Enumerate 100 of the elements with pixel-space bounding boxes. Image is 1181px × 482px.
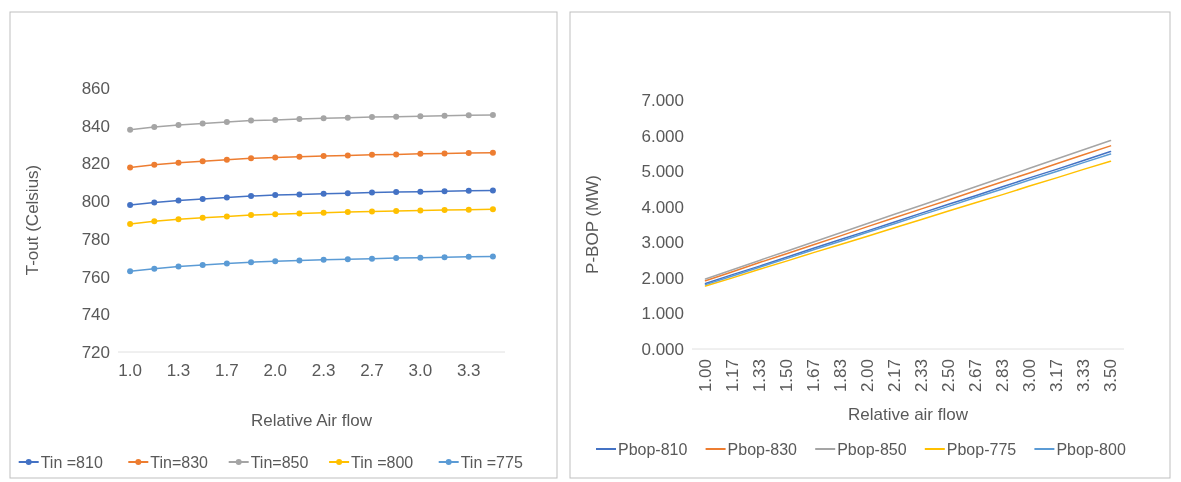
point bbox=[368, 114, 375, 121]
x-tick-label: 1.33 bbox=[750, 359, 770, 393]
point bbox=[175, 159, 182, 166]
point bbox=[320, 256, 327, 263]
legend-label: Pbop-810 bbox=[618, 441, 688, 458]
x-axis-title: Relative air flow bbox=[848, 405, 969, 424]
x-tick-label: 3.3 bbox=[456, 361, 481, 380]
point bbox=[199, 261, 206, 268]
point bbox=[248, 117, 255, 124]
point bbox=[127, 126, 134, 133]
x-tick-label: 2.50 bbox=[939, 359, 959, 393]
point bbox=[320, 153, 327, 160]
point bbox=[127, 220, 134, 227]
x-tick-label: 3.50 bbox=[1101, 359, 1121, 393]
point bbox=[199, 120, 206, 127]
point bbox=[489, 111, 496, 118]
x-tick-label: 2.67 bbox=[966, 359, 986, 393]
point bbox=[393, 189, 400, 196]
point bbox=[489, 253, 496, 260]
x-tick-label: 2.00 bbox=[858, 359, 878, 393]
y-tick-label: 4.000 bbox=[641, 197, 684, 217]
point bbox=[368, 151, 375, 158]
point bbox=[248, 155, 255, 162]
point bbox=[441, 207, 448, 214]
point bbox=[151, 124, 158, 131]
point bbox=[272, 192, 279, 199]
x-tick-label: 3.00 bbox=[1020, 359, 1040, 393]
point bbox=[175, 263, 182, 270]
point bbox=[223, 213, 230, 220]
point bbox=[127, 268, 134, 275]
point bbox=[417, 207, 424, 214]
point bbox=[272, 258, 279, 265]
point bbox=[441, 150, 448, 157]
point bbox=[296, 153, 303, 160]
x-tick-label: 2.7 bbox=[360, 361, 384, 380]
x-tick-label: 1.0 bbox=[118, 361, 142, 380]
y-axis-title: P-BOP (MW) bbox=[583, 175, 602, 274]
x-axis-title: Relative Air flow bbox=[251, 411, 373, 430]
point bbox=[199, 195, 206, 202]
point bbox=[368, 255, 375, 262]
point bbox=[151, 161, 158, 168]
y-axis-title: T-out (Celsius) bbox=[23, 164, 42, 276]
y-tick-label: 0.000 bbox=[641, 339, 684, 359]
legend-label: Pbop-800 bbox=[1056, 441, 1126, 458]
point bbox=[199, 158, 206, 165]
point bbox=[272, 154, 279, 161]
y-tick-label: 800 bbox=[81, 192, 110, 212]
point bbox=[127, 202, 134, 209]
point bbox=[175, 121, 182, 128]
point bbox=[417, 188, 424, 195]
y-tick-label: 860 bbox=[81, 78, 110, 98]
point bbox=[320, 209, 327, 216]
point bbox=[175, 197, 182, 204]
point bbox=[223, 194, 230, 201]
point bbox=[393, 151, 400, 158]
point bbox=[441, 188, 448, 195]
point bbox=[272, 211, 279, 218]
x-tick-label: 2.3 bbox=[311, 361, 336, 380]
point bbox=[344, 256, 351, 263]
x-tick-label: 3.0 bbox=[408, 361, 433, 380]
x-tick-label: 1.83 bbox=[831, 359, 851, 393]
point bbox=[272, 117, 279, 124]
point bbox=[175, 216, 182, 223]
point bbox=[248, 193, 255, 200]
point bbox=[393, 113, 400, 120]
point bbox=[368, 208, 375, 215]
point bbox=[465, 150, 472, 157]
point bbox=[248, 212, 255, 219]
point bbox=[417, 150, 424, 157]
x-tick-label: 1.7 bbox=[215, 361, 239, 380]
x-tick-label: 2.0 bbox=[263, 361, 288, 380]
legend-label: Pbop-775 bbox=[946, 441, 1017, 458]
legend-label: Pbop-850 bbox=[837, 441, 907, 458]
legend-label: Tin =800 bbox=[351, 454, 414, 471]
point bbox=[296, 210, 303, 217]
point bbox=[465, 206, 472, 213]
x-tick-label: 1.17 bbox=[723, 359, 743, 393]
point bbox=[441, 112, 448, 119]
legend-label: Tin=850 bbox=[250, 454, 309, 471]
x-tick-label: 3.17 bbox=[1047, 359, 1067, 393]
point bbox=[248, 259, 255, 266]
y-tick-label: 780 bbox=[81, 229, 110, 249]
x-tick-label: 2.83 bbox=[993, 359, 1013, 393]
point bbox=[344, 190, 351, 197]
point bbox=[393, 255, 400, 262]
y-tick-label: 740 bbox=[81, 305, 110, 325]
legend-label: Tin=830 bbox=[150, 454, 209, 471]
point bbox=[344, 114, 351, 121]
point bbox=[344, 152, 351, 159]
x-tick-label: 1.67 bbox=[804, 359, 824, 393]
point bbox=[199, 214, 206, 221]
point bbox=[151, 199, 158, 206]
x-tick-label: 2.17 bbox=[885, 359, 905, 393]
point bbox=[465, 112, 472, 119]
point bbox=[465, 253, 472, 260]
point bbox=[368, 189, 375, 196]
point bbox=[344, 209, 351, 216]
y-tick-label: 5.000 bbox=[641, 162, 684, 182]
y-tick-label: 760 bbox=[81, 267, 110, 287]
point bbox=[151, 265, 158, 272]
